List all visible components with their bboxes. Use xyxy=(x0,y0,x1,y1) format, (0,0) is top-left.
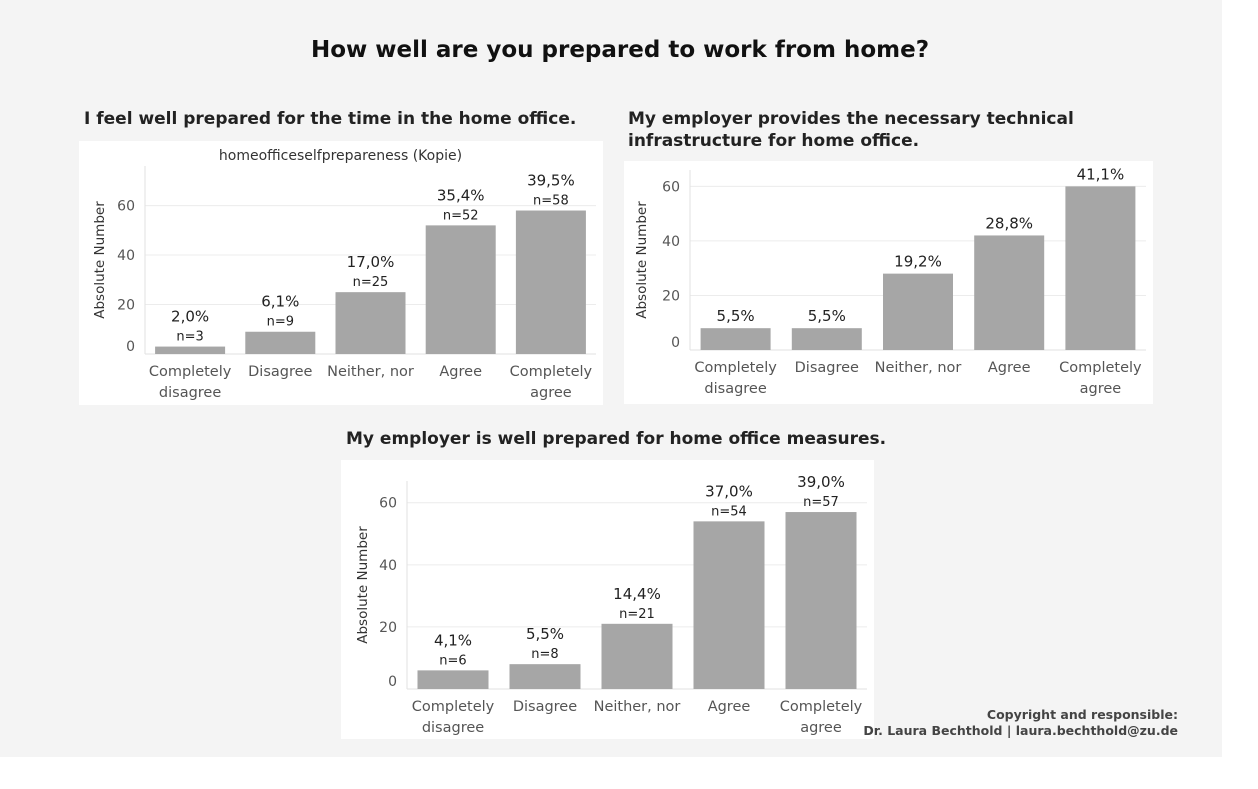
count-label: n=8 xyxy=(531,647,558,662)
panel-2-title-line-2: infrastructure for home office. xyxy=(628,131,920,151)
x-tick-label: disagree xyxy=(159,385,221,401)
chart-2: 0 20 40 60 Absolute Number 5,5% Completely disa… xyxy=(624,161,1153,404)
bar xyxy=(515,210,586,354)
count-label: n=6 xyxy=(439,653,466,668)
bar xyxy=(425,225,496,354)
x-tick-label: Neither, nor xyxy=(875,360,962,376)
bar xyxy=(700,328,771,350)
y-tick-label: 0 xyxy=(671,335,680,351)
percent-label: 37,0% xyxy=(705,482,753,500)
percent-label: 5,5% xyxy=(526,625,564,643)
count-label: n=25 xyxy=(353,275,389,290)
chart-2-svg: 0 20 40 60 Absolute Number 5,5% Completely disa… xyxy=(634,165,1146,397)
bar xyxy=(245,331,316,354)
y-tick-label: 40 xyxy=(117,248,135,264)
y-axis-label: Absolute Number xyxy=(355,526,371,644)
bar xyxy=(155,346,226,354)
y-tick-label: 0 xyxy=(126,339,135,355)
bar xyxy=(883,273,953,350)
panel-2-title: My employer provides the necessary techn… xyxy=(628,108,1074,152)
bar xyxy=(791,328,862,350)
percent-label: 6,1% xyxy=(261,293,299,311)
bar xyxy=(974,235,1045,350)
x-tick-label: Disagree xyxy=(513,699,577,715)
footer-author: Dr. Laura Bechthold | laura.bechthold@zu… xyxy=(863,723,1178,738)
x-tick-label: Completely xyxy=(149,364,232,380)
x-tick-label: Neither, nor xyxy=(327,364,414,380)
footer: Copyright and responsible: Dr. Laura Bec… xyxy=(863,707,1178,739)
count-label: n=58 xyxy=(533,194,569,209)
bar xyxy=(785,512,857,689)
bar xyxy=(601,623,673,689)
chart-title: homeofficeselfprepareness (Kopie) xyxy=(219,148,462,164)
x-tick-label: Disagree xyxy=(795,360,859,376)
percent-label: 19,2% xyxy=(894,253,942,271)
chart-3: 0 20 40 60 Absolute Number n=6 4,1% Completely d… xyxy=(341,460,874,739)
x-tick-label: Completely xyxy=(510,364,593,380)
x-tick-label: Agree xyxy=(439,364,482,380)
percent-label: 35,4% xyxy=(437,186,485,204)
x-tick-label: agree xyxy=(800,720,842,736)
y-tick-label: 40 xyxy=(379,558,397,574)
percent-label: 41,1% xyxy=(1077,165,1125,183)
count-label: n=52 xyxy=(443,208,479,223)
x-tick-label: Neither, nor xyxy=(594,699,681,715)
x-tick-label: Completely xyxy=(694,360,777,376)
percent-label: 39,5% xyxy=(527,172,575,190)
x-tick-label: agree xyxy=(530,385,572,401)
y-axis-label: Absolute Number xyxy=(92,201,108,319)
bar xyxy=(335,292,406,354)
chart-1-svg: 0 20 40 60 Absolute Number homeofficeselfprep… xyxy=(92,148,596,401)
count-label: n=54 xyxy=(711,504,747,519)
count-label: n=21 xyxy=(619,607,655,622)
bar xyxy=(509,664,581,689)
y-tick-label: 40 xyxy=(662,234,680,250)
panel-1-title: I feel well prepared for the time in the… xyxy=(84,109,577,129)
panel-3-title: My employer is well prepared for home of… xyxy=(346,429,887,449)
percent-label: 39,0% xyxy=(797,473,845,491)
percent-label: 4,1% xyxy=(434,631,472,649)
y-tick-label: 20 xyxy=(662,288,680,304)
x-tick-label: Agree xyxy=(988,360,1031,376)
x-tick-label: Disagree xyxy=(248,364,312,380)
dashboard-title: How well are you prepared to work from h… xyxy=(310,37,930,63)
x-tick-label: Agree xyxy=(708,699,751,715)
footer-copyright: Copyright and responsible: xyxy=(986,707,1178,722)
x-tick-label: agree xyxy=(1080,381,1122,397)
y-tick-label: 60 xyxy=(379,496,397,512)
count-label: n=9 xyxy=(267,315,294,330)
bar xyxy=(1065,186,1136,350)
panel-2-title-line-1: My employer provides the necessary techn… xyxy=(628,109,1074,129)
y-tick-label: 60 xyxy=(117,199,135,215)
count-label: n=57 xyxy=(803,495,839,510)
x-tick-label: Completely xyxy=(412,699,495,715)
y-tick-label: 20 xyxy=(117,298,135,314)
x-tick-label: Completely xyxy=(1059,360,1142,376)
bar xyxy=(417,670,489,689)
percent-label: 14,4% xyxy=(613,585,661,603)
chart-1: 0 20 40 60 Absolute Number homeofficeselfprep… xyxy=(79,141,603,405)
y-tick-label: 60 xyxy=(662,179,680,195)
dashboard: How well are you prepared to work from h… xyxy=(0,0,1222,757)
bar xyxy=(693,521,765,689)
percent-label: 5,5% xyxy=(717,307,755,325)
x-tick-label: disagree xyxy=(422,720,484,736)
x-tick-label: disagree xyxy=(704,381,766,397)
y-axis-label: Absolute Number xyxy=(634,201,650,319)
y-tick-label: 20 xyxy=(379,620,397,636)
percent-label: 17,0% xyxy=(347,253,395,271)
percent-label: 28,8% xyxy=(985,214,1033,232)
y-tick-label: 0 xyxy=(388,674,397,690)
percent-label: 5,5% xyxy=(808,307,846,325)
count-label: n=3 xyxy=(176,330,203,345)
x-tick-label: Completely xyxy=(780,699,863,715)
percent-label: 2,0% xyxy=(171,308,209,326)
chart-3-svg: 0 20 40 60 Absolute Number n=6 4,1% Completely d… xyxy=(355,473,867,736)
